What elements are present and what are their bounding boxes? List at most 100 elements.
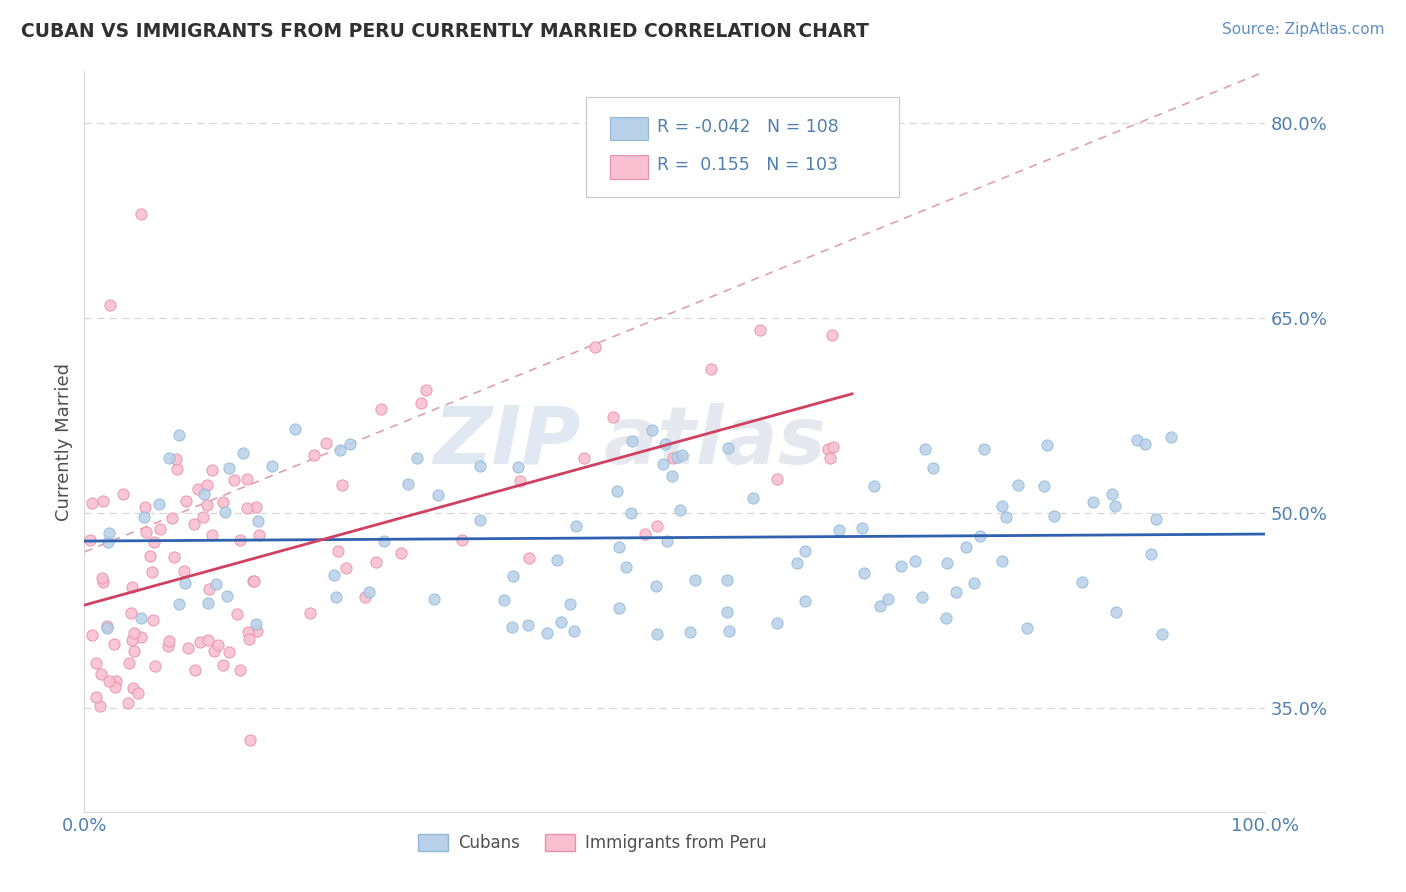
Point	[131, 630, 153, 644]
Point	[969, 529, 991, 543]
Point	[620, 434, 643, 448]
Point	[121, 580, 143, 594]
Point	[661, 469, 683, 483]
Point	[129, 611, 152, 625]
Point	[550, 615, 572, 629]
Point	[120, 607, 142, 621]
Point	[509, 475, 531, 489]
FancyBboxPatch shape	[586, 97, 900, 197]
Point	[195, 498, 218, 512]
Point	[501, 620, 523, 634]
Point	[716, 573, 738, 587]
Point	[558, 597, 581, 611]
Point	[323, 568, 346, 582]
Point	[91, 493, 114, 508]
Point	[517, 618, 540, 632]
Point	[1015, 621, 1038, 635]
Point	[96, 621, 118, 635]
Point	[607, 540, 630, 554]
Point	[911, 590, 934, 604]
Point	[1083, 495, 1105, 509]
Point	[167, 427, 190, 442]
Point	[492, 593, 515, 607]
Point	[226, 607, 249, 621]
Point	[166, 461, 188, 475]
Point	[828, 524, 851, 538]
Text: R =  0.155   N = 103: R = 0.155 N = 103	[657, 156, 838, 174]
Point	[1043, 508, 1066, 523]
Point	[357, 584, 380, 599]
Point	[742, 491, 765, 505]
Point	[236, 625, 259, 640]
Point	[121, 633, 143, 648]
Point	[1160, 430, 1182, 444]
Point	[955, 540, 977, 554]
Point	[602, 410, 624, 425]
Point	[877, 592, 900, 607]
Point	[204, 577, 226, 591]
Point	[679, 624, 702, 639]
Point	[148, 497, 170, 511]
Point	[716, 605, 738, 619]
Point	[202, 644, 225, 658]
Point	[302, 448, 325, 462]
Point	[207, 638, 229, 652]
Point	[1007, 477, 1029, 491]
Point	[201, 528, 224, 542]
Point	[935, 611, 957, 625]
Point	[91, 575, 114, 590]
Text: Source: ZipAtlas.com: Source: ZipAtlas.com	[1222, 22, 1385, 37]
Point	[546, 553, 568, 567]
Point	[422, 591, 444, 606]
Bar	[610, 117, 648, 140]
Point	[118, 657, 141, 671]
Point	[229, 533, 252, 548]
Point	[354, 590, 377, 604]
Point	[991, 554, 1014, 568]
Point	[973, 442, 995, 456]
Point	[904, 554, 927, 568]
Point	[242, 574, 264, 588]
Point	[211, 658, 233, 673]
Point	[669, 503, 692, 517]
Point	[373, 534, 395, 549]
Point	[141, 565, 163, 579]
Point	[201, 463, 224, 477]
Point	[129, 207, 152, 221]
Point	[232, 446, 254, 460]
Point	[139, 549, 162, 564]
Point	[583, 340, 606, 354]
Point	[218, 645, 240, 659]
Point	[157, 633, 180, 648]
Point	[616, 560, 638, 574]
Point	[565, 519, 588, 533]
Point	[339, 436, 361, 450]
Point	[105, 673, 128, 688]
Point	[80, 496, 103, 510]
Point	[163, 549, 186, 564]
Point	[218, 461, 240, 475]
Point	[104, 680, 127, 694]
Point	[717, 624, 740, 638]
Y-axis label: Currently Married: Currently Married	[55, 362, 73, 521]
Point	[1104, 499, 1126, 513]
Point	[1070, 574, 1092, 589]
Point	[326, 544, 349, 558]
Text: atlas: atlas	[605, 402, 827, 481]
Point	[183, 516, 205, 531]
Point	[162, 510, 184, 524]
Point	[890, 558, 912, 573]
Point	[468, 459, 491, 474]
Point	[330, 478, 353, 492]
Point	[134, 500, 156, 514]
Point	[936, 556, 959, 570]
Point	[260, 458, 283, 473]
Point	[1135, 437, 1157, 451]
Point	[389, 546, 412, 560]
Point	[1126, 433, 1149, 447]
Point	[135, 524, 157, 539]
Point	[1144, 512, 1167, 526]
Point	[122, 626, 145, 640]
Point	[97, 526, 120, 541]
Point	[817, 442, 839, 456]
